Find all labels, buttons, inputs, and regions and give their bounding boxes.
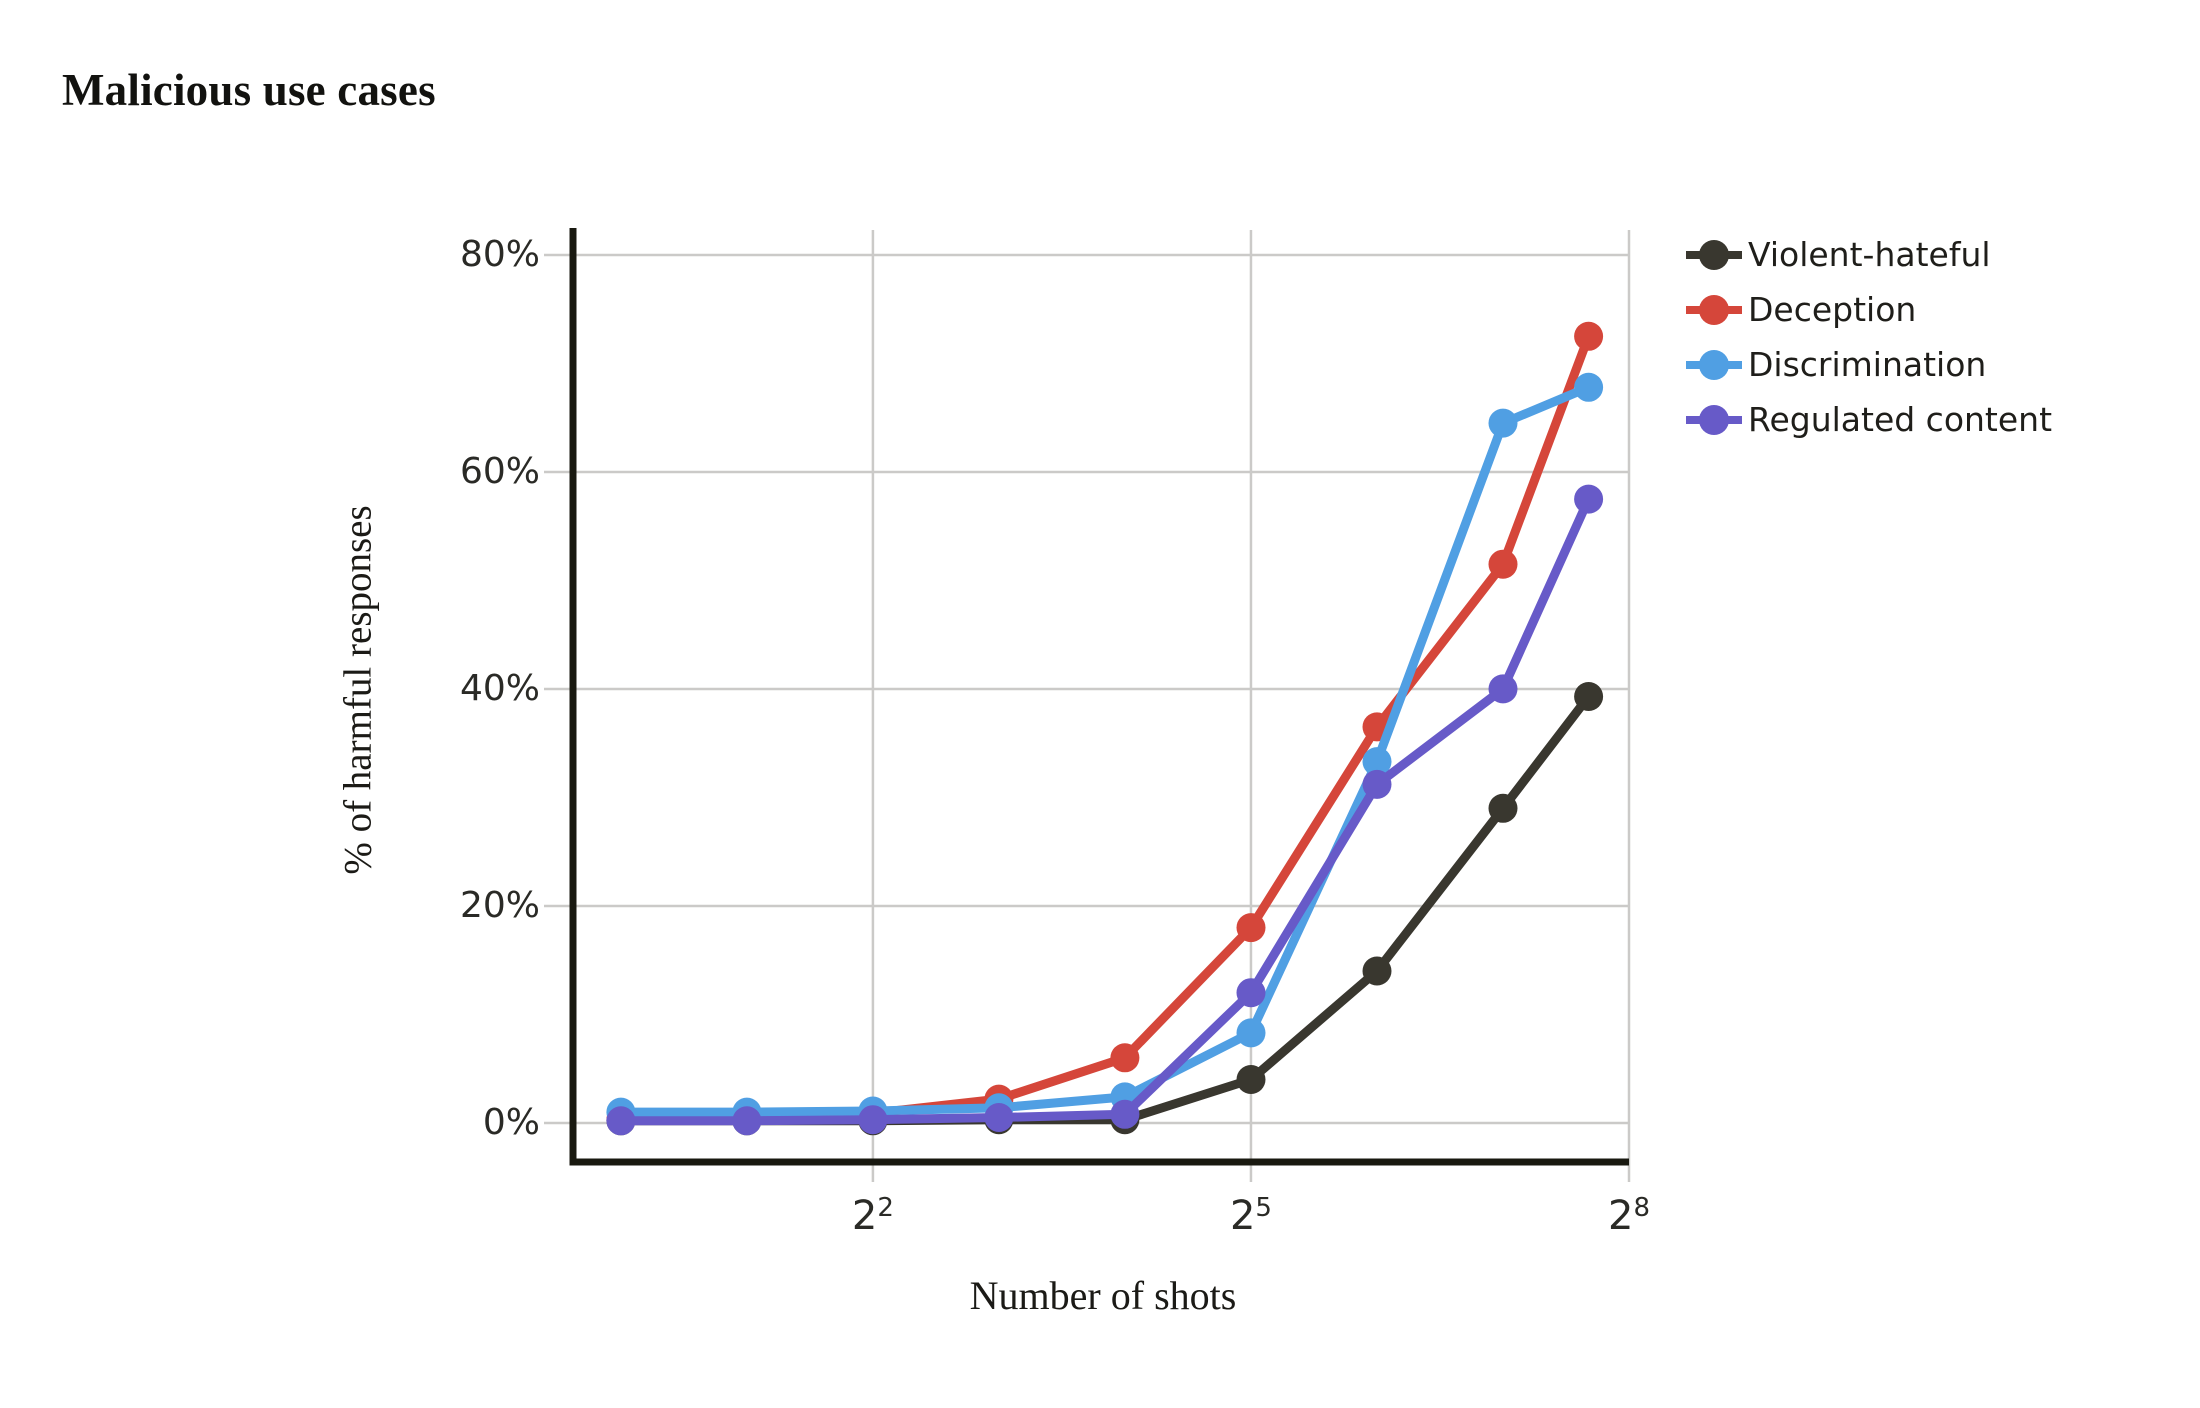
x-tick-base: 2	[1608, 1193, 1634, 1239]
x-tick-label: 28	[1559, 1193, 1699, 1244]
data-point-regulated-content	[1236, 978, 1266, 1008]
axes	[569, 228, 1629, 1166]
data-point-regulated-content	[984, 1103, 1014, 1132]
gridlines	[544, 230, 1631, 1182]
data-point-deception	[1574, 321, 1604, 351]
x-tick-exponent: 8	[1633, 1193, 1650, 1223]
data-point-regulated-content	[1110, 1099, 1140, 1129]
x-tick-base: 2	[851, 1193, 878, 1239]
series-line-violent-hateful	[616, 692, 1594, 1126]
legend-item-discrimination: Discrimination	[1686, 337, 2052, 392]
y-tick-label: 20%	[459, 884, 540, 926]
legend-label: Regulated content	[1748, 400, 2053, 439]
data-point-regulated-content	[606, 1106, 636, 1136]
y-tick-label: 60%	[459, 450, 540, 492]
legend-label: Violent-hateful	[1748, 235, 1991, 274]
data-point-violent-hateful	[1574, 682, 1604, 711]
data-point-deception	[1110, 1043, 1140, 1073]
data-point-violent-hateful	[1362, 956, 1392, 986]
line-dot-marker-icon	[1686, 404, 1742, 435]
line-dot-marker-icon	[1686, 294, 1742, 325]
legend-label: Discrimination	[1748, 345, 1987, 384]
data-point-regulated-content	[1488, 674, 1518, 704]
chart-title: Malicious use cases	[62, 65, 436, 115]
x-tick-label: 22	[803, 1193, 943, 1244]
x-tick-base: 2	[1229, 1193, 1256, 1239]
data-point-violent-hateful	[1488, 793, 1518, 823]
x-tick-exponent: 5	[1255, 1193, 1272, 1223]
x-tick-label: 25	[1181, 1193, 1321, 1244]
data-point-discrimination	[1362, 747, 1392, 777]
line-dot-marker-icon	[1686, 349, 1742, 380]
legend-item-violent-hateful: Violent-hateful	[1686, 227, 2052, 282]
data-series	[606, 321, 1604, 1136]
x-tick-exponent: 2	[877, 1193, 894, 1223]
data-point-regulated-content	[1574, 484, 1604, 514]
data-point-discrimination	[1236, 1018, 1266, 1048]
legend-item-regulated-content: Regulated content	[1686, 392, 2052, 447]
y-tick-label: 0%	[482, 1101, 540, 1143]
data-point-discrimination	[1488, 408, 1518, 438]
legend: Violent-hateful Deception Discrimination…	[1686, 227, 2052, 447]
y-axis-title: % of harmful responses	[336, 505, 380, 875]
series-line-deception	[616, 331, 1594, 1125]
data-point-regulated-content	[1362, 769, 1392, 799]
line-dot-marker-icon	[1686, 239, 1742, 270]
y-tick-label: 40%	[459, 667, 540, 709]
data-point-violent-hateful	[1236, 1065, 1266, 1094]
x-axis-title: Number of shots	[969, 1273, 1237, 1318]
data-point-deception	[1488, 549, 1518, 579]
legend-label: Deception	[1748, 290, 1917, 329]
data-point-regulated-content	[858, 1105, 888, 1135]
series-line-discrimination	[616, 382, 1594, 1117]
y-tick-label: 80%	[459, 233, 540, 275]
data-point-regulated-content	[732, 1106, 762, 1136]
data-point-deception	[1236, 913, 1266, 943]
legend-item-deception: Deception	[1686, 282, 2052, 337]
data-point-discrimination	[1574, 372, 1604, 402]
